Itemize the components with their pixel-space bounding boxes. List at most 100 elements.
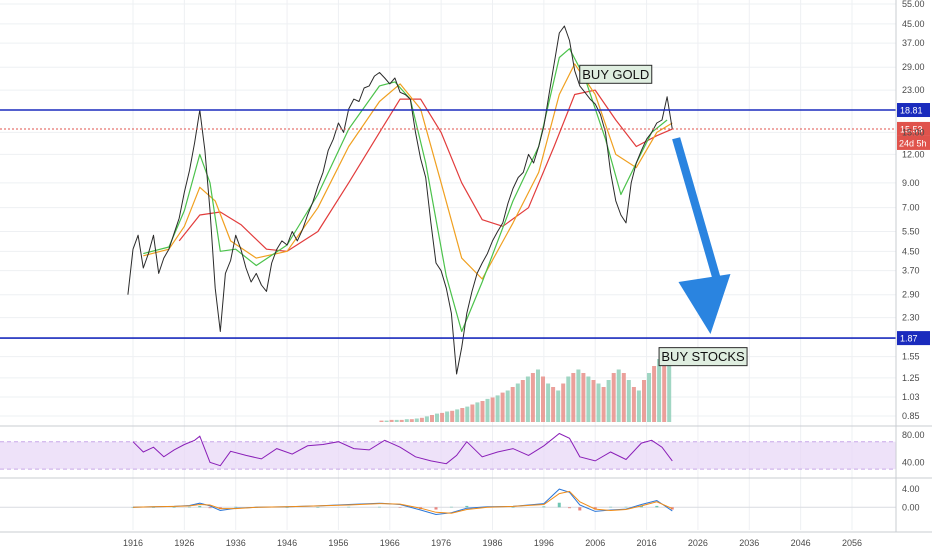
volume-bar bbox=[551, 387, 556, 422]
volume-bar bbox=[606, 380, 611, 422]
price-line bbox=[127, 25, 673, 375]
x-tick-label: 1936 bbox=[226, 538, 246, 548]
y-tick-label: 1.03 bbox=[902, 392, 920, 402]
macd-histogram-bar bbox=[152, 507, 156, 508]
arrow-shaft bbox=[672, 137, 723, 286]
x-tick-label: 2016 bbox=[637, 538, 657, 548]
x-tick-label: 1966 bbox=[380, 538, 400, 548]
volume-bar bbox=[430, 415, 434, 422]
volume-bar bbox=[631, 387, 636, 422]
volume-bar bbox=[435, 413, 439, 422]
volume-bar bbox=[480, 401, 485, 422]
y-tick-label: 2.30 bbox=[902, 313, 920, 323]
rsi-pane bbox=[0, 432, 896, 470]
y-tick-label: 5.50 bbox=[902, 227, 920, 237]
level-tag-15.53 bbox=[897, 121, 930, 136]
y-tick-label: 23.00 bbox=[902, 85, 925, 95]
macd-histogram-bar bbox=[398, 507, 402, 508]
x-tick-label: 2046 bbox=[791, 538, 811, 548]
macd-histogram-bar bbox=[568, 507, 572, 509]
annotation-label: BUY GOLD bbox=[582, 67, 649, 82]
volume-bar bbox=[404, 419, 409, 422]
volume-bar bbox=[409, 419, 414, 422]
volume-bar bbox=[536, 369, 540, 422]
volume-bar bbox=[611, 373, 616, 422]
volume-bar bbox=[556, 390, 561, 422]
x-tick-label: 1946 bbox=[277, 538, 297, 548]
volume-bar bbox=[419, 417, 424, 422]
y-tick-label: 4.50 bbox=[902, 246, 920, 256]
volume-bar bbox=[450, 410, 455, 422]
macd-histogram-bar bbox=[449, 506, 453, 508]
macd-histogram-bar bbox=[378, 506, 382, 508]
macd-histogram-bar bbox=[285, 507, 289, 508]
volume-bar bbox=[642, 380, 646, 422]
moving-average-line bbox=[178, 89, 673, 252]
macd-histogram-bar bbox=[639, 505, 643, 508]
volume-bar bbox=[470, 404, 475, 422]
level-tag-1.87 bbox=[897, 331, 930, 346]
x-tick-label: 2006 bbox=[585, 538, 605, 548]
volume-bar bbox=[515, 383, 520, 422]
rsi-line bbox=[132, 432, 673, 467]
x-tick-label: 2036 bbox=[739, 538, 759, 548]
macd-histogram-bar bbox=[593, 507, 597, 510]
annotation-box bbox=[579, 64, 653, 84]
y-tick-label: 15.00 bbox=[902, 127, 925, 137]
volume-bar bbox=[652, 366, 657, 422]
y-tick-label: 3.70 bbox=[902, 266, 920, 276]
macd-histogram-bar bbox=[208, 507, 212, 509]
rsi-tick-label: 80.00 bbox=[902, 430, 925, 440]
rsi-tick-label: 40.00 bbox=[902, 457, 925, 467]
macd-histogram-bar bbox=[655, 505, 659, 508]
annotations[interactable]: BUY GOLD BUY STOCKS bbox=[579, 64, 748, 367]
volume-bar bbox=[561, 383, 566, 422]
y-tick-label: 29.00 bbox=[902, 62, 925, 72]
macd-histogram-bar bbox=[557, 502, 561, 508]
volume-bar bbox=[566, 376, 571, 422]
volume-bar bbox=[616, 369, 621, 422]
volume-bar bbox=[576, 369, 581, 422]
horizontal-levels[interactable]: 18.81 1.87 15.53 24d 5h bbox=[0, 103, 930, 346]
y-tick-label: 37.00 bbox=[902, 38, 925, 48]
volume-bar bbox=[389, 419, 394, 422]
volume-bar bbox=[505, 390, 510, 422]
volume-bar bbox=[626, 380, 631, 422]
macd-tick-label: 0.00 bbox=[902, 502, 920, 512]
x-tick-label: 2056 bbox=[842, 538, 862, 548]
volume-bar bbox=[525, 376, 530, 422]
x-tick-label: 1986 bbox=[482, 538, 502, 548]
volume-bar bbox=[485, 398, 490, 422]
level-tag-18.81 bbox=[897, 103, 930, 118]
volume-bar bbox=[460, 408, 465, 422]
arrow-head bbox=[678, 273, 731, 334]
x-tick-label: 1956 bbox=[328, 538, 348, 548]
y-tick-label: 55.00 bbox=[902, 0, 925, 9]
volume-bar bbox=[662, 352, 667, 422]
volume-bar bbox=[667, 355, 672, 422]
volume-bar bbox=[379, 420, 384, 422]
y-tick-label: 12.00 bbox=[902, 149, 925, 159]
volume-bar bbox=[399, 419, 404, 422]
volume-bar bbox=[596, 383, 601, 422]
macd-histogram-bar bbox=[465, 505, 469, 508]
volume-bar bbox=[586, 376, 591, 422]
y-tick-label: 1.25 bbox=[902, 373, 920, 383]
volume-bar bbox=[530, 373, 535, 422]
macd-histogram-bar bbox=[198, 505, 202, 508]
x-tick-label: 1916 bbox=[123, 538, 143, 548]
annotation-buy-gold[interactable]: BUY GOLD bbox=[579, 64, 653, 84]
volume-bar bbox=[394, 419, 399, 422]
volume-bar bbox=[384, 420, 389, 422]
x-tick-label: 1926 bbox=[174, 538, 194, 548]
volume-bar bbox=[414, 418, 419, 422]
volume-bar bbox=[541, 376, 545, 422]
moving-average-line bbox=[143, 63, 673, 280]
annotation-buy-stocks[interactable]: BUY STOCKS bbox=[658, 347, 748, 367]
x-tick-label: 1976 bbox=[431, 538, 451, 548]
countdown-tag bbox=[897, 135, 930, 150]
level-tag-label-18.81: 18.81 bbox=[900, 106, 923, 116]
volume-bar bbox=[571, 373, 576, 422]
